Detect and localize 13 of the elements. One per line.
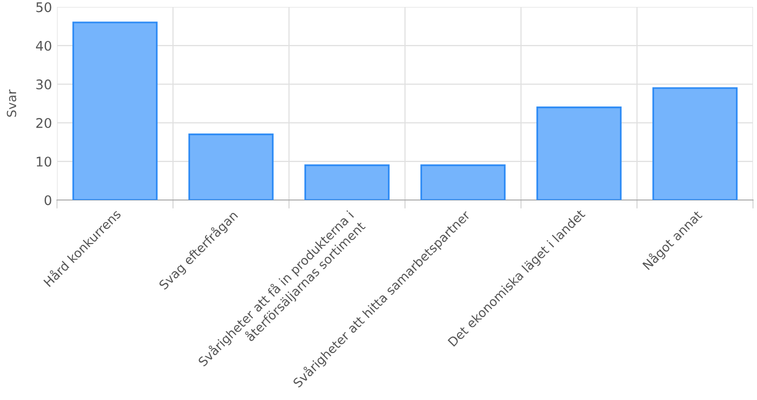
- bar: [536, 106, 622, 200]
- bar: [304, 164, 390, 200]
- y-tick-label: 0: [44, 195, 52, 206]
- y-tick-label: 20: [36, 118, 52, 128]
- bar: [188, 134, 274, 200]
- bar: [652, 87, 738, 200]
- y-tick-label: 10: [36, 156, 52, 167]
- y-tick-label: 40: [36, 40, 52, 51]
- y-tick-label: 50: [36, 2, 52, 12]
- y-axis-title: Svar: [6, 89, 16, 117]
- bar: [72, 22, 158, 200]
- y-tick-label: 30: [36, 79, 52, 90]
- bar: [420, 164, 506, 200]
